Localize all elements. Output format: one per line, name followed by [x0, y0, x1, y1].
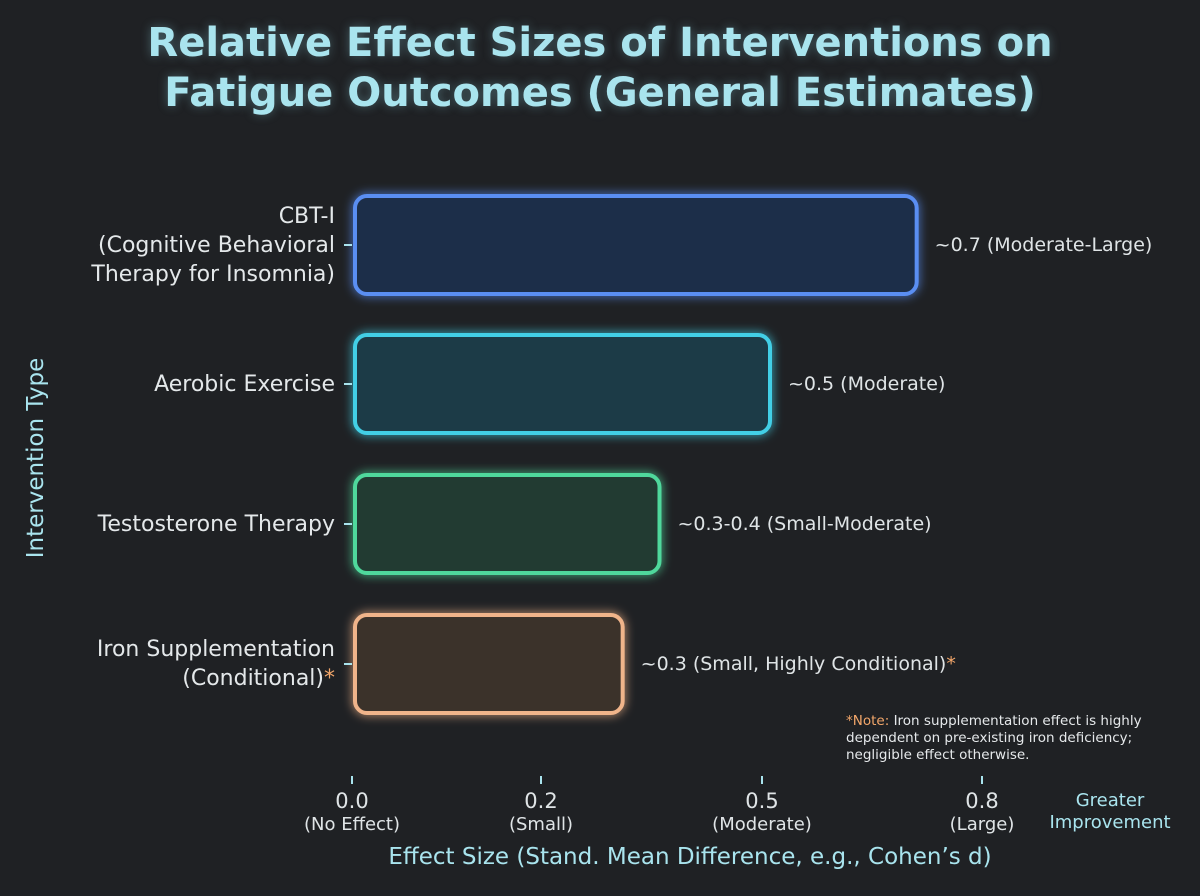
category-label-line: CBT-I	[278, 203, 335, 229]
asterisk-marker: *	[946, 653, 956, 675]
category-label: Testosterone Therapy	[5, 510, 335, 539]
category-label: CBT-I (Cognitive Behavioral Therapy for In…	[5, 202, 335, 289]
footnote-marker: *Note:	[846, 713, 890, 729]
x-tick-description: (Large)	[949, 814, 1015, 835]
chart-title-line-2: Fatigue Outcomes (General Estimates)	[164, 70, 1036, 116]
x-tick-value: 0.2	[524, 789, 558, 813]
x-tick-label: 0.8 (Large)	[902, 789, 1062, 837]
value-label: ~0.7 (Moderate-Large)	[934, 234, 1153, 256]
x-axis-title: Effect Size (Stand. Mean Difference, e.g…	[388, 844, 992, 870]
x-tick-label: 0.2 (Small)	[461, 789, 621, 837]
y-axis-title: Intervention Type	[23, 357, 49, 559]
x-direction-label: Greater Improvement	[1049, 790, 1171, 833]
x-tick-value: 0.0	[335, 789, 369, 813]
bar	[353, 333, 772, 435]
footnote: *Note: Iron supplementation effect is hi…	[846, 713, 1186, 764]
category-label-line: Testosterone Therapy	[97, 511, 335, 537]
x-tick-value: 0.5	[745, 789, 779, 813]
category-label-line: Aerobic Exercise	[154, 371, 335, 397]
bar	[353, 613, 625, 715]
footnote-text: Iron supplementation effect is highly de…	[846, 713, 1142, 763]
bars-group	[344, 194, 919, 715]
value-label: ~0.3 (Small, Highly Conditional)*	[640, 653, 956, 675]
category-label: Aerobic Exercise	[5, 370, 335, 399]
x-tick-description: (No Effect)	[303, 814, 401, 835]
category-label-line: (Cognitive Behavioral	[98, 232, 335, 258]
bar	[353, 194, 919, 296]
asterisk-marker: *	[324, 666, 335, 691]
ticks-group	[351, 776, 983, 784]
x-tick-value: 0.8	[965, 789, 999, 813]
category-label-line: Iron Supplementation	[96, 637, 335, 662]
x-tick-label: 0.0 (No Effect)	[272, 789, 432, 837]
x-tick-description: (Moderate)	[712, 814, 812, 835]
x-tick-label: 0.5 (Moderate)	[682, 789, 842, 837]
value-label: ~0.5 (Moderate)	[788, 373, 946, 395]
category-label-line: (Conditional)*	[182, 666, 335, 691]
category-label: Iron Supplementation (Conditional)*	[5, 635, 335, 693]
category-label-line: Therapy for Insomnia)	[91, 261, 335, 287]
bar	[353, 473, 662, 575]
x-tick-description: (Small)	[508, 814, 574, 835]
value-label: ~0.3-0.4 (Small-Moderate)	[677, 513, 932, 535]
chart-title-line-1: Relative Effect Sizes of Interventions o…	[147, 20, 1053, 66]
chart-title: Relative Effect Sizes of Interventions o…	[0, 18, 1200, 118]
